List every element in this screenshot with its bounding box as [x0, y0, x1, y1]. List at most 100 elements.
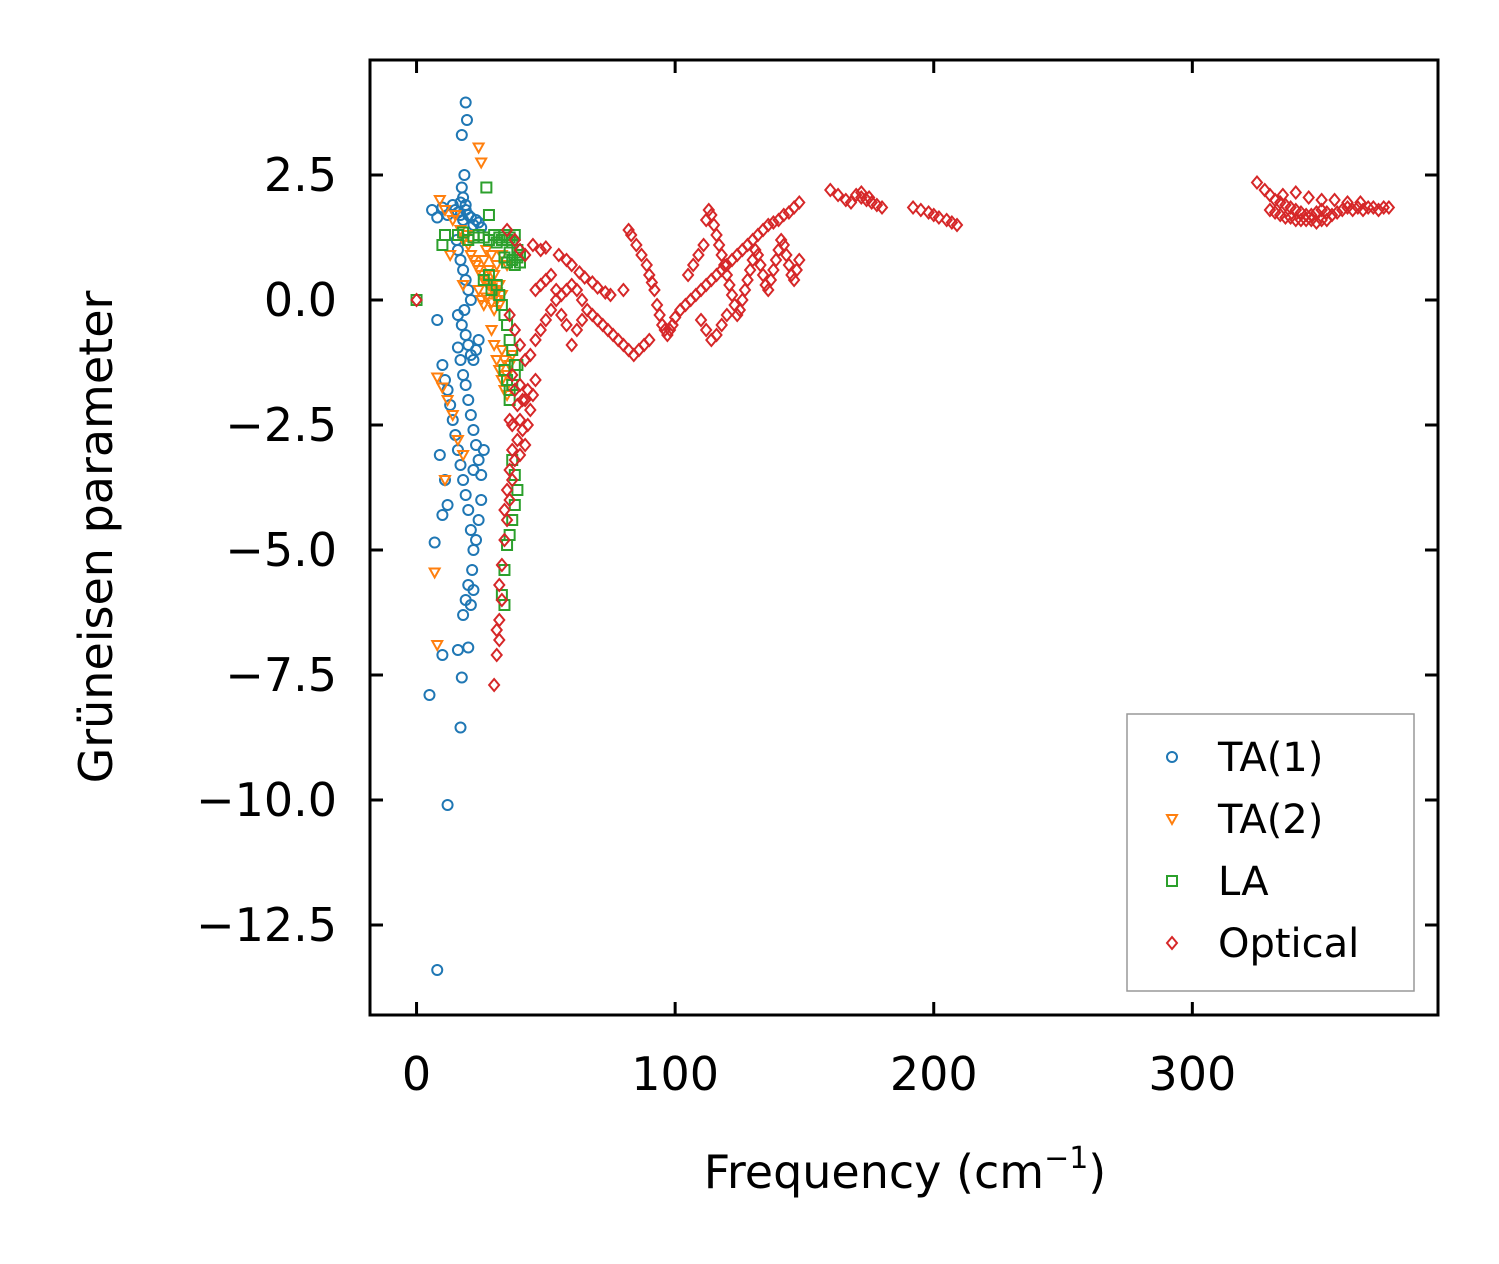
- data-point: [427, 567, 442, 580]
- legend-items: TA(1) TA(2) LA Optical: [1165, 735, 1359, 967]
- data-point: [508, 452, 522, 468]
- data-point: [1315, 192, 1328, 208]
- data-point: [1299, 212, 1313, 228]
- data-point: [1382, 199, 1396, 216]
- data-point: [1330, 204, 1344, 221]
- data-point: [604, 287, 617, 303]
- data-point: [1354, 194, 1367, 211]
- data-point: [467, 424, 480, 436]
- data-point: [470, 534, 483, 546]
- data-point: [485, 284, 498, 296]
- x-tick-label: 0: [402, 1047, 431, 1101]
- data-point: [792, 252, 806, 268]
- data-point: [433, 449, 446, 461]
- data-point: [433, 195, 447, 208]
- data-point: [1315, 212, 1328, 228]
- data-point: [508, 232, 522, 248]
- data-point: [467, 544, 480, 556]
- data-point: [544, 267, 558, 283]
- data-point: [498, 532, 511, 548]
- legend: TA(1) TA(2) LA Optical: [1126, 713, 1415, 992]
- data-point: [438, 229, 451, 241]
- data-point: [498, 599, 511, 611]
- y-tick-label: 2.5: [264, 148, 337, 202]
- y-tick-label: −5.0: [225, 523, 337, 577]
- data-point: [792, 194, 806, 211]
- data-point: [1289, 184, 1303, 201]
- data-point: [436, 509, 449, 521]
- data-point: [518, 392, 532, 408]
- data-point: [495, 345, 509, 358]
- data-point: [1310, 214, 1323, 231]
- data-point: [1320, 212, 1334, 228]
- data-point: [518, 437, 532, 453]
- data-point: [503, 394, 516, 406]
- data-point: [471, 142, 486, 155]
- data-point: [1279, 209, 1292, 226]
- data-point: [511, 484, 524, 496]
- data-point: [482, 209, 495, 221]
- data-point: [456, 450, 470, 463]
- data-point: [428, 536, 441, 549]
- data-point: [440, 395, 455, 408]
- data-point: [521, 382, 535, 398]
- data-point: [524, 402, 537, 418]
- legend-item: TA(2): [1165, 797, 1323, 843]
- data-point: [694, 312, 708, 328]
- legend-label: TA(2): [1217, 797, 1323, 843]
- data-point: [455, 671, 468, 684]
- data-point: [526, 237, 540, 253]
- data-point: [457, 264, 470, 276]
- x-tick-label: 300: [1148, 1047, 1236, 1101]
- data-point: [529, 332, 542, 348]
- data-point: [570, 282, 584, 298]
- legend-marker: [1166, 875, 1178, 887]
- data-point: [441, 799, 454, 811]
- x-tick-label: 100: [631, 1047, 719, 1101]
- data-point: [513, 337, 527, 353]
- data-point: [648, 282, 661, 298]
- data-point: [534, 242, 547, 258]
- data-point: [663, 322, 677, 338]
- data-point: [578, 269, 591, 286]
- data-point: [459, 96, 472, 109]
- legend-marker: [1165, 814, 1179, 827]
- data-point: [506, 344, 519, 356]
- data-point: [459, 489, 472, 501]
- x-axis: 0 100 200 300: [402, 60, 1236, 1101]
- data-point: [787, 272, 801, 288]
- y-tick-label: −10.0: [196, 773, 337, 827]
- data-point: [774, 232, 788, 248]
- data-point: [635, 247, 648, 263]
- data-point: [1250, 174, 1264, 191]
- data-point: [460, 114, 473, 126]
- data-point: [529, 372, 542, 388]
- data-point: [932, 209, 946, 226]
- data-point: [495, 592, 509, 608]
- data-point: [495, 557, 509, 573]
- legend-label: Optical: [1218, 921, 1359, 967]
- data-point: [431, 314, 444, 326]
- data-point: [459, 379, 472, 391]
- data-point: [844, 194, 858, 211]
- data-point: [697, 237, 710, 253]
- data-point: [733, 302, 747, 318]
- data-point: [435, 382, 450, 395]
- data-point: [761, 282, 775, 298]
- data-point: [508, 322, 522, 338]
- data-point: [524, 347, 537, 363]
- data-point: [769, 252, 783, 268]
- data-point: [467, 584, 480, 596]
- data-point: [738, 282, 752, 298]
- data-point: [477, 274, 490, 286]
- data-point: [477, 444, 490, 456]
- data-point: [455, 181, 468, 194]
- data-point: [454, 354, 467, 366]
- data-point: [1302, 189, 1316, 206]
- data-point: [475, 494, 488, 506]
- data-point: [505, 367, 519, 383]
- data-point: [410, 292, 423, 308]
- data-point: [790, 262, 803, 278]
- data-point: [875, 199, 889, 216]
- legend-item: LA: [1166, 859, 1269, 905]
